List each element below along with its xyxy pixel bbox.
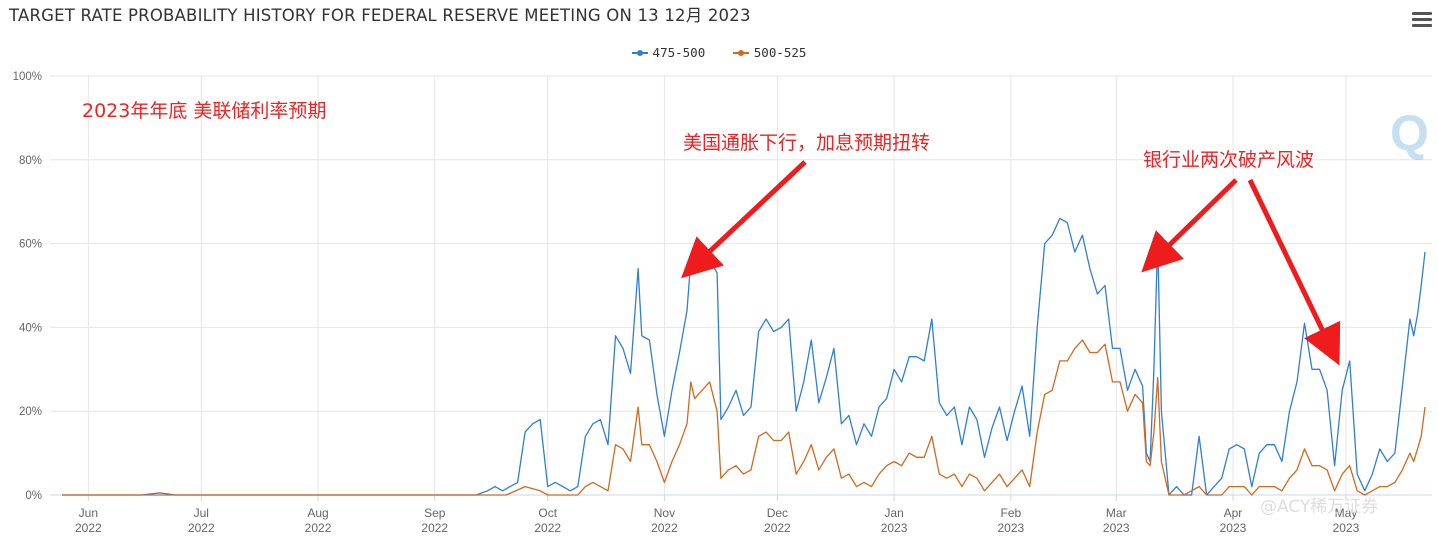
y-tick-label: 100% — [13, 71, 42, 83]
legend-item-500-525[interactable]: 500-525 — [732, 45, 807, 60]
legend-item-475-500[interactable]: 475-500 — [631, 45, 706, 60]
hamburger-menu-icon[interactable] — [1412, 12, 1432, 28]
arrow-bank-2 — [1247, 178, 1341, 366]
x-tick-year: 2023 — [1103, 521, 1130, 535]
x-tick-month: Jun — [79, 506, 98, 520]
arrow-bank-1 — [1141, 178, 1238, 273]
x-tick-year: 2022 — [75, 521, 102, 535]
x-tick-year: 2022 — [651, 521, 678, 535]
y-tick-label: 40% — [19, 322, 42, 334]
series-line-475-500 — [62, 217, 1426, 496]
legend-label: 500-525 — [753, 45, 807, 60]
x-tick-month: Jul — [194, 506, 209, 520]
y-tick-label: 0% — [25, 490, 42, 502]
annotation-year-end-expectation: 2023年年底 美联储利率预期 — [82, 100, 327, 122]
annotation-inflation: 美国通胀下行，加息预期扭转 — [683, 132, 931, 154]
x-tick-year: 2022 — [764, 521, 791, 535]
y-tick-label: 60% — [19, 239, 42, 251]
x-tick-year: 2022 — [421, 521, 448, 535]
legend-swatch-orange — [732, 48, 749, 58]
x-tick-month: Feb — [1000, 506, 1021, 520]
x-tick-year: 2022 — [188, 521, 215, 535]
series-line-500-525 — [62, 339, 1426, 496]
x-tick-month: Dec — [767, 506, 788, 520]
x-tick-year: 2022 — [534, 521, 561, 535]
x-tick-month: May — [1335, 506, 1358, 520]
watermark: @ACY稀万证券 — [1260, 497, 1379, 517]
x-tick-month: Mar — [1106, 506, 1127, 520]
x-tick-year: 2022 — [305, 521, 332, 535]
arrow-inflation — [681, 160, 807, 279]
legend-label: 475-500 — [652, 45, 706, 60]
y-tick-label: 80% — [19, 155, 42, 167]
x-tick-year: 2023 — [1220, 521, 1247, 535]
x-tick-year: 2023 — [997, 521, 1024, 535]
chart-logo: Q — [1390, 105, 1429, 161]
x-tick-month: Sep — [424, 506, 446, 520]
x-tick-month: Oct — [538, 506, 557, 520]
logo-q-icon: Q — [1390, 105, 1429, 161]
legend-swatch-blue — [631, 48, 648, 58]
x-tick-month: Aug — [307, 506, 328, 520]
y-tick-label: 20% — [19, 406, 42, 418]
x-tick-month: Nov — [654, 506, 675, 520]
x-tick-month: Apr — [1224, 506, 1243, 520]
legend: 475-500 500-525 — [0, 45, 1438, 61]
chart-title: TARGET RATE PROBABILITY HISTORY FOR FEDE… — [9, 6, 751, 25]
annotation-bank-crisis: 银行业两次破产风波 — [1143, 149, 1315, 171]
annotation-arrows — [681, 160, 1341, 366]
x-tick-year: 2023 — [881, 521, 908, 535]
x-tick-month: Jan — [884, 506, 903, 520]
x-tick-year: 2023 — [1333, 521, 1360, 535]
